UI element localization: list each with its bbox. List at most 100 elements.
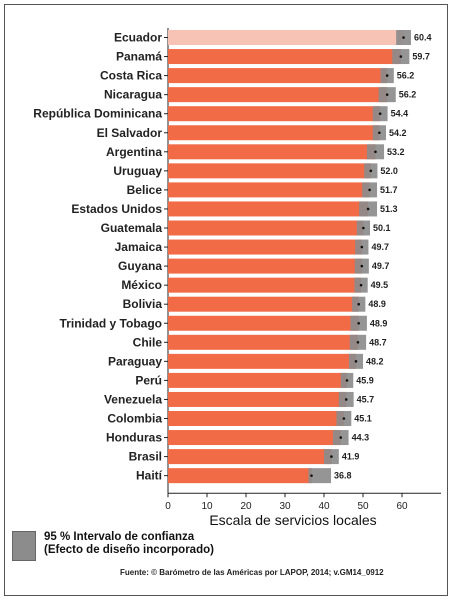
value-label: 48.2 xyxy=(366,356,384,366)
category-label: Estados Unidos xyxy=(71,202,162,216)
mean-point xyxy=(402,36,405,39)
bar xyxy=(168,315,359,331)
bar xyxy=(168,106,381,122)
mean-point xyxy=(359,283,363,287)
legend-line-2: (Efecto de diseño incorporado) xyxy=(44,544,214,556)
value-label: 60.4 xyxy=(414,33,432,43)
bar xyxy=(168,411,344,426)
mean-point xyxy=(357,302,361,306)
mean-point xyxy=(368,188,371,192)
mean-point xyxy=(330,455,333,458)
x-tick-label: 30 xyxy=(279,501,291,512)
value-label: 51.3 xyxy=(380,204,398,214)
value-label: 41.9 xyxy=(342,452,360,462)
mean-point xyxy=(354,360,358,363)
bar xyxy=(168,430,341,446)
value-label: 45.9 xyxy=(356,375,374,385)
mean-point xyxy=(378,112,382,115)
x-tick-label: 20 xyxy=(240,501,252,512)
value-label: 59.7 xyxy=(412,52,430,62)
bar xyxy=(168,449,332,465)
category-label: Nicaragua xyxy=(104,88,162,102)
mean-point xyxy=(385,93,389,96)
value-label: 45.7 xyxy=(357,394,375,404)
mean-point xyxy=(374,150,377,154)
bar xyxy=(168,220,364,236)
value-label: 48.7 xyxy=(369,337,387,347)
category-label: República Dominicana xyxy=(33,107,162,121)
bar xyxy=(168,468,312,484)
bar xyxy=(168,258,362,274)
value-label: 49.5 xyxy=(371,280,389,290)
value-label: 50.1 xyxy=(373,223,391,233)
value-label: 52.0 xyxy=(380,166,398,176)
bar xyxy=(168,239,362,255)
value-label: 56.2 xyxy=(399,90,417,100)
category-label: Uruguay xyxy=(113,164,162,178)
category-label: Belice xyxy=(127,183,163,197)
x-tick-label: 10 xyxy=(201,501,213,512)
x-axis-label: Escala de servicios locales xyxy=(209,512,376,528)
bar xyxy=(168,30,404,45)
bar xyxy=(168,353,356,369)
category-label: Costa Rica xyxy=(100,69,162,83)
category-label: Argentina xyxy=(106,145,162,159)
category-label: Jamaica xyxy=(115,240,163,254)
category-label: El Salvador xyxy=(97,126,163,140)
category-label: Panamá xyxy=(116,50,162,64)
category-label: México xyxy=(121,278,162,292)
bar xyxy=(168,391,347,407)
x-tick-label: 0 xyxy=(165,501,171,512)
mean-point xyxy=(366,207,370,211)
category-label: Ecuador xyxy=(114,31,162,45)
category-label: Haití xyxy=(136,469,163,483)
x-tick-label: 40 xyxy=(318,501,330,512)
mean-point xyxy=(385,74,389,77)
value-label: 56.2 xyxy=(397,71,415,81)
mean-point xyxy=(362,226,365,230)
value-label: 44.3 xyxy=(352,433,370,443)
bar xyxy=(168,296,359,312)
category-label: Guyana xyxy=(118,259,162,273)
value-label: 48.9 xyxy=(370,318,388,328)
x-tick-label: 60 xyxy=(396,501,408,512)
category-label: Trinidad y Tobago xyxy=(60,316,162,330)
mean-point xyxy=(378,131,381,135)
legend-line-1: 95 % Intervalo de confianza xyxy=(44,531,195,543)
mean-point xyxy=(345,379,349,382)
mean-point xyxy=(357,321,361,325)
bar xyxy=(168,68,388,84)
value-label: 53.2 xyxy=(387,147,405,157)
ci-band xyxy=(308,468,332,484)
source-note: Fuente: © Barómetro de las Américas por … xyxy=(120,568,384,577)
bar xyxy=(168,201,369,217)
bar xyxy=(168,277,362,293)
category-label: Perú xyxy=(135,373,162,387)
bar xyxy=(168,49,401,65)
category-label: Paraguay xyxy=(108,354,162,368)
x-tick-label: 50 xyxy=(357,501,369,512)
mean-point xyxy=(342,417,346,420)
value-label: 54.4 xyxy=(391,109,409,119)
mean-point xyxy=(360,245,364,249)
bar xyxy=(168,144,376,160)
mean-point xyxy=(344,398,348,401)
value-label: 48.9 xyxy=(368,299,386,309)
category-label: Chile xyxy=(133,335,163,349)
category-label: Brasil xyxy=(129,450,162,464)
chart-frame xyxy=(4,4,448,596)
mean-point xyxy=(369,169,373,173)
value-label: 49.7 xyxy=(371,242,389,252)
bar xyxy=(168,125,380,141)
category-label: Bolivia xyxy=(123,297,163,311)
value-label: 45.1 xyxy=(354,414,372,424)
bar-chart: Ecuador 60.4 Panamá 59.7 Costa Rica 56.2 Nicar… xyxy=(33,28,441,528)
bar xyxy=(168,87,388,103)
value-label: 54.2 xyxy=(389,128,407,138)
bar xyxy=(168,334,358,350)
legend-ci-label: 95 % Intervalo de confianza (Efecto de d… xyxy=(44,531,344,557)
value-label: 36.8 xyxy=(334,471,352,481)
mean-point xyxy=(310,474,313,477)
value-label: 51.7 xyxy=(380,185,398,195)
bar xyxy=(168,372,348,388)
